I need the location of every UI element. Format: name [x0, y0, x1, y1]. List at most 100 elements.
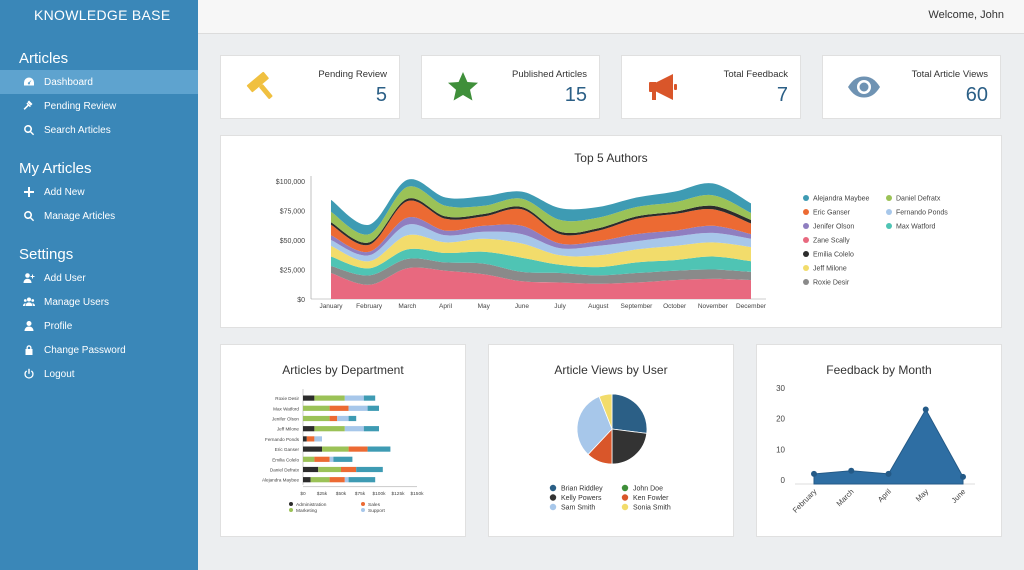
legend-marker: [803, 237, 809, 243]
bar-segment: [348, 415, 357, 422]
nav-add-new[interactable]: Add New: [0, 180, 198, 204]
legend-marker: [803, 209, 809, 215]
legend-marker: [621, 503, 629, 511]
x-tick-label: September: [621, 303, 654, 310]
y-tick-label: Alejandra Maybee: [262, 478, 299, 483]
y-tick-label: Daniel Defratx: [270, 468, 300, 473]
y-tick-label: Eric Ganser: [275, 447, 300, 452]
bar-segment: [314, 456, 330, 462]
x-tick-label: December: [736, 303, 767, 310]
bar-segment: [356, 466, 383, 473]
sidebar: KNOWLEDGE BASE Articles Dashboard Pendin…: [0, 0, 198, 570]
y-tick-label: 10: [776, 445, 785, 454]
section-title-articles: Articles: [19, 50, 69, 67]
chart-title: Top 5 Authors: [574, 151, 648, 165]
legend-label: John Doe: [633, 486, 663, 493]
data-point: [848, 467, 855, 474]
series-area: [331, 186, 751, 243]
x-tick-label: $75k: [355, 491, 366, 497]
legend-marker: [289, 502, 293, 506]
nav-label: Change Password: [44, 344, 126, 356]
legend-marker: [803, 195, 809, 201]
data-point: [922, 406, 929, 413]
bar-segment: [344, 426, 364, 432]
x-tick-label: May: [478, 303, 491, 310]
bar-segment: [344, 477, 349, 483]
x-tick-label: $100k: [372, 491, 386, 497]
x-tick-label: July: [554, 303, 566, 310]
nav-label: Profile: [44, 320, 73, 332]
bar-segment: [303, 477, 311, 483]
legend-marker: [803, 265, 809, 271]
legend-marker: [289, 508, 293, 512]
y-tick-label: 30: [776, 384, 785, 393]
search-icon: [22, 123, 36, 137]
series-area: [331, 200, 751, 253]
stat-card-pending-review[interactable]: Pending Review 5: [220, 55, 400, 119]
nav-logout[interactable]: Logout: [0, 362, 198, 386]
legend-label: Sonia Smith: [633, 505, 671, 512]
x-tick-label: November: [698, 303, 729, 310]
bar-segment: [363, 426, 379, 432]
legend-marker: [886, 195, 892, 201]
data-point: [811, 470, 817, 477]
nav-label: Pending Review: [44, 100, 117, 112]
chart-title: Articles by Department: [282, 363, 404, 377]
legend-label: Kelly Powers: [561, 495, 602, 502]
welcome-text[interactable]: Welcome, John: [928, 9, 1004, 21]
stat-card-total-feedback[interactable]: Total Feedback 7: [621, 55, 801, 119]
nav-manage-users[interactable]: Manage Users: [0, 290, 198, 314]
y-tick-label: Jenifer Olson: [272, 417, 300, 422]
y-tick-label: $25,000: [280, 268, 305, 275]
y-tick-label: Roxie Desir: [275, 396, 299, 401]
nav-add-user[interactable]: Add User: [0, 266, 198, 290]
y-tick-label: $0: [297, 297, 305, 304]
nav-dashboard[interactable]: Dashboard: [0, 70, 198, 94]
stat-value: 60: [965, 84, 988, 106]
bar-segment: [363, 395, 376, 401]
power-icon: [22, 367, 36, 381]
dashboard-icon: [22, 75, 36, 89]
bar-segment: [318, 466, 341, 473]
top-authors-panel: Top 5 Authors $0 $25,000 $50,000 $75,000 $10…: [220, 135, 1002, 328]
x-tick-label: March: [398, 303, 416, 310]
bar-segment: [367, 405, 379, 411]
nav-label: Manage Articles: [44, 210, 116, 222]
nav-profile[interactable]: Profile: [0, 314, 198, 338]
bar-segment: [329, 456, 334, 462]
bar-segment: [303, 395, 315, 401]
nav-label: Logout: [44, 368, 75, 380]
app-title: KNOWLEDGE BASE: [34, 7, 171, 23]
bar-segment: [314, 426, 345, 432]
section-title-my-articles: My Articles: [19, 160, 92, 177]
bar-segment: [341, 466, 357, 473]
nav-search-articles[interactable]: Search Articles: [0, 118, 198, 142]
nav-pending-review[interactable]: Pending Review: [0, 94, 198, 118]
y-tick-label: Fernando Ponds: [265, 437, 300, 442]
data-point: [960, 473, 966, 480]
chart-title: Feedback by Month: [826, 363, 932, 377]
lock-icon: [22, 343, 36, 357]
nav-label: Dashboard: [44, 76, 93, 88]
bar-segment: [303, 426, 315, 432]
bar-segment: [348, 405, 368, 411]
bar-segment: [314, 436, 322, 442]
nav-manage-articles[interactable]: Manage Articles: [0, 204, 198, 228]
legend-label: Ken Fowler: [633, 495, 669, 502]
legend-marker: [621, 494, 629, 501]
users-icon: [22, 295, 36, 309]
series-area: [331, 248, 751, 276]
y-tick-label: 20: [776, 415, 785, 424]
legend-label: Zane Scally: [813, 238, 850, 245]
bar-segment: [314, 395, 345, 401]
bar-segment: [322, 446, 349, 452]
x-tick-label: February: [791, 487, 819, 515]
bar-segment: [329, 405, 349, 411]
series-area: [331, 234, 751, 269]
area-fill: [813, 408, 964, 485]
stat-card-published-articles[interactable]: Published Articles 15: [421, 55, 600, 119]
stat-card-total-article-views[interactable]: Total Article Views 60: [822, 55, 1001, 119]
stat-value: 15: [564, 84, 587, 106]
nav-change-password[interactable]: Change Password: [0, 338, 198, 362]
search-icon: [22, 209, 36, 223]
